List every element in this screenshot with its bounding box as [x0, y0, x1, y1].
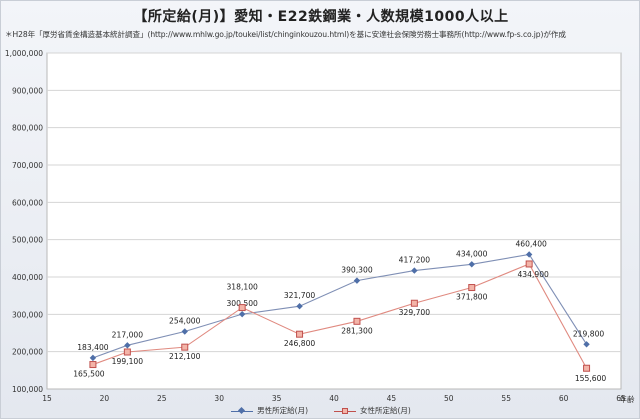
- y-tick-label: 400,000: [12, 273, 43, 282]
- data-point-male: [89, 354, 97, 362]
- y-tick-label: 100,000: [12, 385, 43, 394]
- y-tick-label: 800,000: [12, 124, 43, 133]
- data-label-male: 417,200: [399, 256, 431, 265]
- legend-male-label: 男性所定給(月): [257, 406, 308, 415]
- data-point-male: [238, 310, 246, 318]
- data-label-male: 300,500: [226, 299, 258, 308]
- x-tick-label: 50: [444, 394, 454, 403]
- data-label-female: 212,100: [169, 352, 201, 361]
- data-label-male: 183,400: [77, 343, 109, 352]
- data-label-male: 217,000: [112, 330, 144, 339]
- data-point-male: [525, 251, 533, 258]
- x-axis-label: 年齢: [620, 394, 635, 404]
- y-tick-label: 1,000,000: [5, 49, 43, 58]
- data-point-female: [410, 299, 418, 307]
- data-point-female: [468, 284, 476, 292]
- data-point-male: [296, 303, 303, 310]
- legend-female-label: 女性所定給(月): [360, 406, 411, 415]
- data-point-female: [353, 317, 361, 325]
- series-line-female: [92, 263, 588, 369]
- data-label-male: 321,700: [284, 291, 316, 300]
- y-tick-label: 500,000: [12, 236, 43, 245]
- data-point-male: [583, 341, 590, 348]
- data-label-male: 434,000: [456, 249, 488, 258]
- data-point-male: [411, 267, 418, 274]
- x-tick-label: 30: [214, 394, 224, 403]
- legend-female-swatch: [334, 407, 356, 415]
- data-point-male: [353, 277, 361, 284]
- data-label-female: 329,700: [399, 308, 431, 317]
- y-tick-label: 200,000: [12, 348, 43, 357]
- data-label-female: 155,600: [575, 374, 607, 383]
- data-label-female: 434,900: [517, 270, 549, 279]
- x-tick-label: 60: [559, 394, 569, 403]
- data-point-female: [583, 364, 591, 372]
- data-label-male: 219,800: [573, 329, 605, 338]
- data-point-female: [296, 330, 304, 338]
- y-tick-label: 900,000: [12, 86, 43, 95]
- y-tick-label: 600,000: [12, 198, 43, 207]
- x-tick-label: 45: [387, 394, 397, 403]
- y-tick-label: 700,000: [12, 161, 43, 170]
- x-tick-label: 20: [100, 394, 110, 403]
- x-tick-label: 65: [616, 394, 626, 403]
- data-label-male: 254,000: [169, 317, 201, 326]
- data-label-male: 390,300: [341, 266, 373, 275]
- x-tick-label: 40: [329, 394, 339, 403]
- data-point-female: [89, 361, 97, 369]
- data-point-male: [124, 342, 131, 349]
- data-point-female: [238, 304, 246, 312]
- data-label-female: 281,300: [341, 326, 373, 335]
- chart-subtitle: ＊H28年「厚労省賃金構造基本統計調査」(http://www.mhlw.go.…: [5, 30, 566, 39]
- chart-legend: 男性所定給(月) 女性所定給(月): [1, 405, 640, 416]
- data-label-female: 165,500: [73, 370, 105, 379]
- data-label-male: 460,400: [515, 239, 547, 248]
- x-tick-label: 55: [501, 394, 511, 403]
- plot-area: [46, 52, 622, 390]
- data-label-female: 246,800: [284, 339, 316, 348]
- legend-item-female: 女性所定給(月): [334, 405, 411, 416]
- data-label-female: 318,100: [226, 283, 258, 292]
- data-point-male: [181, 328, 188, 335]
- data-point-female: [525, 260, 533, 268]
- x-tick-label: 15: [42, 394, 52, 403]
- data-point-female: [181, 343, 189, 351]
- x-tick-label: 35: [272, 394, 282, 403]
- legend-male-swatch: [231, 406, 254, 415]
- series-line-male: [92, 253, 588, 359]
- chart-title: 【所定給(月)】愛知・E22鉄鋼業・人数規模1000人以上: [133, 9, 509, 25]
- data-point-male: [468, 261, 475, 268]
- legend-item-male: 男性所定給(月): [231, 405, 308, 416]
- x-tick-label: 25: [157, 394, 167, 403]
- y-tick-label: 300,000: [12, 310, 43, 319]
- data-point-female: [123, 348, 131, 356]
- data-label-female: 199,100: [112, 357, 144, 366]
- data-label-female: 371,800: [456, 293, 488, 302]
